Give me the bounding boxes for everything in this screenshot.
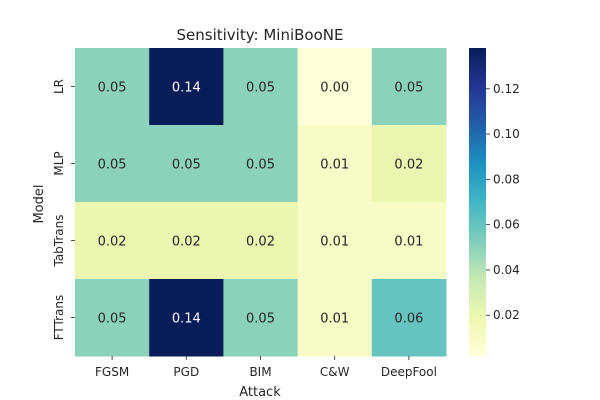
y-axis-label: Model	[32, 184, 47, 223]
cell-value-label: 0.05	[98, 158, 127, 173]
y-axis-ticks: LR MLP TabTrans FTTrans	[52, 79, 75, 340]
cell-value-label: 0.05	[246, 81, 275, 96]
cell-value-label: 0.01	[394, 235, 423, 250]
heatmap-cell	[75, 202, 150, 280]
x-tick-label: DeepFool	[381, 365, 437, 379]
cell-value-label: 0.06	[394, 312, 423, 327]
heatmap-cell	[297, 202, 373, 280]
colorbar-tick-label: 0.04	[493, 263, 520, 277]
colorbar: 0.02 0.04 0.06 0.08 0.10 0.12	[469, 48, 520, 356]
heatmap-cell	[297, 125, 373, 203]
heatmap-cell	[149, 48, 224, 126]
x-tick-label: BIM	[249, 365, 271, 379]
heatmap-cell	[75, 279, 150, 357]
colorbar-tick-label: 0.10	[493, 127, 520, 141]
cell-value-label: 0.05	[246, 158, 275, 173]
cell-value-label: 0.05	[172, 158, 201, 173]
y-tick-label: MLP	[52, 151, 66, 175]
colorbar-tick-label: 0.12	[493, 82, 520, 96]
x-axis-ticks: FGSM PGD BIM C&W DeepFool	[95, 356, 437, 379]
colorbar-tick-label: 0.06	[493, 218, 520, 232]
cell-value-label: 0.00	[320, 81, 349, 96]
cell-value-label: 0.02	[394, 158, 423, 173]
heatmap-cell	[371, 125, 447, 203]
x-axis-label: Attack	[239, 385, 281, 400]
heatmap-cell	[223, 202, 299, 280]
y-tick-label: FTTrans	[52, 295, 66, 341]
heatmap-cell	[371, 279, 447, 357]
heatmap-cell	[297, 279, 373, 357]
heatmap-cell	[223, 125, 299, 203]
x-tick-label: PGD	[173, 365, 199, 379]
chart-title: Sensitivity: MiniBooNE	[177, 26, 344, 44]
heatmap-cell	[149, 279, 224, 357]
heatmap-cells: 0.05 0.14 0.05 0.00 0.05 0.05 0.05 0.05 0.01 0.02…	[75, 48, 447, 357]
cell-value-label: 0.02	[98, 235, 127, 250]
colorbar-tick-label: 0.08	[493, 172, 520, 186]
colorbar-tick-label: 0.02	[493, 308, 520, 322]
cell-value-label: 0.02	[172, 235, 201, 250]
y-tick-label: LR	[52, 79, 66, 94]
x-tick-label: FGSM	[95, 365, 129, 379]
heatmap-cell	[75, 48, 150, 126]
heatmap-cell	[297, 48, 373, 126]
heatmap-cell	[371, 202, 447, 280]
cell-value-label: 0.05	[394, 81, 423, 96]
cell-value-label: 0.14	[172, 312, 201, 327]
cell-value-label: 0.02	[246, 235, 275, 250]
heatmap-cell	[149, 202, 224, 280]
heatmap-cell	[371, 48, 447, 126]
cell-value-label: 0.05	[98, 81, 127, 96]
heatmap-cell	[75, 125, 150, 203]
cell-value-label: 0.05	[246, 312, 275, 327]
cell-value-label: 0.05	[98, 312, 127, 327]
heatmap-cell	[149, 125, 224, 203]
colorbar-gradient	[469, 48, 486, 356]
colorbar-ticks: 0.02 0.04 0.06 0.08 0.10 0.12	[486, 82, 520, 322]
x-tick-label: C&W	[320, 365, 350, 379]
cell-value-label: 0.14	[172, 81, 201, 96]
cell-value-label: 0.01	[320, 158, 349, 173]
heatmap-cell	[223, 48, 299, 126]
heatmap-cell	[223, 279, 299, 357]
cell-value-label: 0.01	[320, 312, 349, 327]
y-tick-label: TabTrans	[52, 214, 66, 267]
cell-value-label: 0.01	[320, 235, 349, 250]
